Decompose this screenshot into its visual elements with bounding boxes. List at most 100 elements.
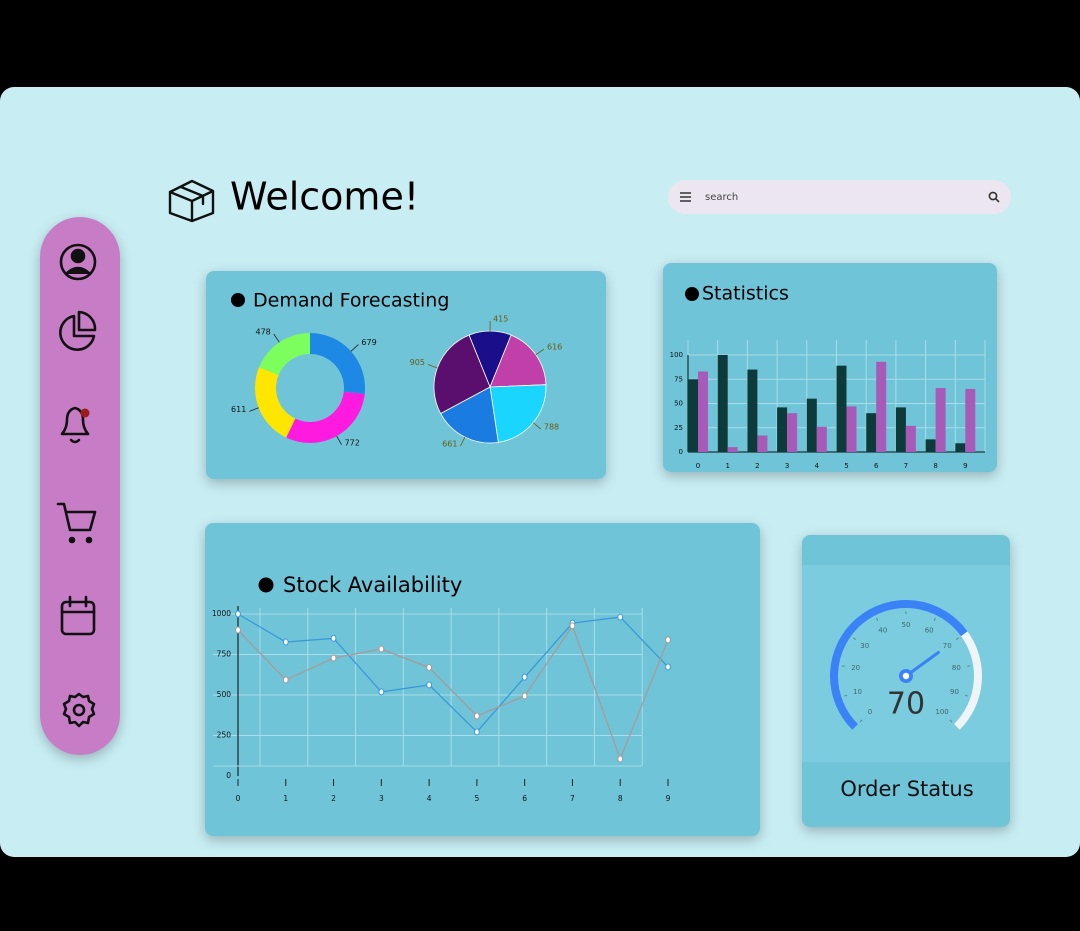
sidebar [40,217,120,755]
bar [688,379,698,452]
title-bullet [258,577,274,593]
calendar-icon[interactable] [60,595,96,636]
leader-line [350,344,359,352]
gauge-track [954,631,982,730]
y-tick-label: 250 [217,731,232,740]
bar [965,388,976,452]
bar [895,407,906,452]
slice [254,367,296,438]
leader-line [460,436,466,447]
gauge-value-label: 70 [887,687,925,722]
value-label: 788 [544,423,559,432]
point [473,712,480,720]
x-tick-label: 7 [904,462,908,470]
point [378,688,385,696]
bar [836,365,847,452]
menu-icon[interactable] [680,192,691,202]
settings-icon[interactable] [62,692,96,728]
x-tick-label: 7 [570,794,575,803]
value-label: 679 [361,338,376,347]
x-tick-label: 9 [963,462,967,470]
x-tick-label: 4 [427,794,432,803]
gauge-tick-label: 60 [925,627,934,635]
cart-icon[interactable] [56,502,97,544]
gauge-tick-label: 90 [950,688,959,696]
leader-line [532,422,542,430]
point [330,654,337,662]
bar [866,413,877,452]
slice [440,386,499,444]
bar [757,435,768,452]
point [617,755,624,763]
slice [310,333,365,394]
slice [433,334,491,415]
gauge-tick-label: 0 [868,708,872,716]
x-tick-label: 3 [379,794,384,803]
gauge-value-arc [830,600,968,730]
line-series [237,624,669,761]
bar [747,369,758,452]
bar [787,413,798,452]
point [282,638,289,646]
bar [905,425,916,452]
bar [777,407,788,452]
point [378,645,385,653]
x-tick-label: 5 [844,462,848,470]
gauge-tick-label: 70 [943,642,952,650]
leader-line [427,364,438,369]
bar [955,443,966,452]
y-tick-label: 100 [670,351,683,359]
bar [727,447,738,452]
value-label: 415 [493,315,508,324]
y-tick-label: 1000 [212,609,231,618]
title-bullet [231,293,245,307]
bar [816,426,827,452]
y-tick-label: 750 [217,650,232,659]
statistics-card [663,263,997,472]
bar [717,355,728,452]
point [235,626,241,634]
gauge-tick-label: 100 [935,708,948,716]
gauge-tick [964,694,968,697]
value-label: 905 [410,358,425,367]
x-tick-label: 1 [725,462,729,470]
point [665,663,671,671]
y-tick-label: 25 [674,424,683,432]
gauge-tick-label: 80 [952,664,961,672]
point [282,676,289,684]
analytics-icon[interactable] [59,310,97,351]
x-tick-label: 4 [815,462,820,470]
point [665,636,671,644]
value-label: 478 [255,328,270,337]
notification-icon[interactable] [60,406,90,444]
bar [806,398,817,452]
gauge-tick-label: 50 [902,621,911,629]
x-tick-label: 2 [331,794,336,803]
search-icon[interactable] [988,191,1000,203]
value-label: 611 [231,405,246,414]
gauge-tick [949,719,953,723]
gauge-tick [933,617,936,621]
bar [846,406,857,452]
gauge-tick-label: 40 [878,627,887,635]
point [473,728,480,736]
gauge-tick [853,637,857,640]
card-title: Statistics [702,283,789,305]
point [235,610,241,618]
point [330,634,337,642]
slice [259,333,310,376]
profile-icon[interactable] [59,243,97,281]
point [521,673,528,681]
x-tick-label: 6 [874,462,879,470]
point [521,692,528,700]
search-bar[interactable] [668,180,1011,214]
gauge-tick [876,617,879,621]
x-tick-label: 0 [236,794,241,803]
title-bullet [685,287,699,301]
leader-line [535,348,545,356]
x-tick-label: 6 [522,794,527,803]
gauge-tick-label: 20 [851,664,860,672]
value-label: 616 [547,343,562,352]
gauge-tick-label: 10 [853,688,862,696]
